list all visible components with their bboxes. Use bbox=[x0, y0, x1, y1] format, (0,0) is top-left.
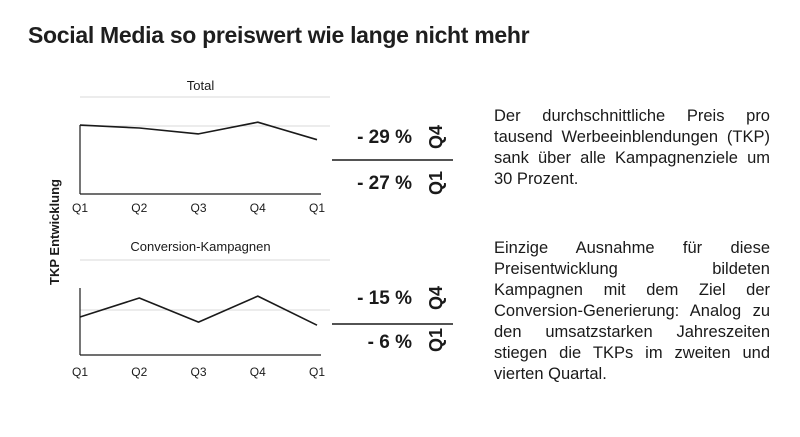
line-chart-2: Conversion-Kampagnen Q1 Q2 Q3 Q4 Q1 - 15 % Q4 - … bbox=[72, 239, 453, 379]
change-value: - 27 % bbox=[357, 173, 412, 194]
change-value: - 6 % bbox=[368, 332, 412, 353]
x-tick-label: Q3 bbox=[190, 365, 206, 379]
x-tick-label: Q4 bbox=[250, 365, 266, 379]
series-line bbox=[79, 295, 318, 326]
x-tick-label: Q2 bbox=[131, 201, 147, 215]
chart-title: Total bbox=[187, 78, 215, 93]
y-axis-label: TKP Entwicklung bbox=[47, 179, 62, 285]
change-value: - 29 % bbox=[357, 127, 412, 148]
x-tick-label: Q4 bbox=[250, 201, 266, 215]
x-tick-label: Q1 bbox=[309, 365, 325, 379]
change-quarter-label: Q4 bbox=[426, 286, 446, 310]
page-title: Social Media so preiswert wie lange nich… bbox=[28, 22, 530, 48]
change-value: - 15 % bbox=[357, 288, 412, 309]
change-quarter-label: Q1 bbox=[426, 171, 446, 195]
x-tick-label: Q2 bbox=[131, 365, 147, 379]
change-quarter-label: Q4 bbox=[426, 125, 446, 149]
x-tick-label: Q1 bbox=[72, 365, 88, 379]
x-tick-label: Q1 bbox=[309, 201, 325, 215]
description-paragraph-1: Der durchschnittliche Preis pro tausend … bbox=[494, 107, 770, 188]
description-paragraph-2: Einzige Ausnahme für diese Preisentwickl… bbox=[494, 239, 770, 383]
x-tick-label: Q1 bbox=[72, 201, 88, 215]
change-quarter-label: Q1 bbox=[426, 328, 446, 352]
series-line bbox=[79, 121, 318, 141]
x-tick-label: Q3 bbox=[190, 201, 206, 215]
chart-title: Conversion-Kampagnen bbox=[130, 239, 270, 254]
line-chart-1: Total Q1 Q2 Q3 Q4 Q1 - 29 % Q4 - 27 % Q1 bbox=[72, 78, 453, 215]
